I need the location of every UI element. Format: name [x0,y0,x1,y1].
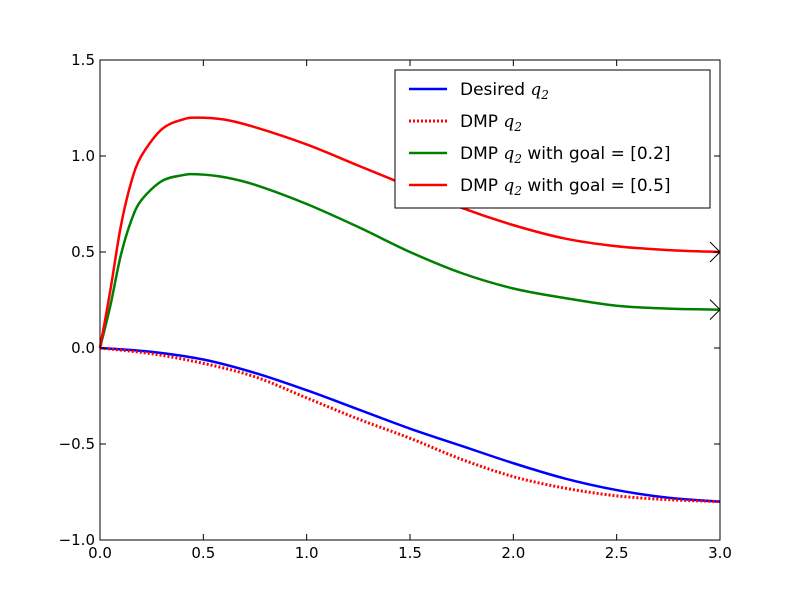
x-tick-label: 0.0 [88,544,112,562]
y-tick-label: −0.5 [59,435,95,453]
legend-label-math: q [503,176,514,196]
series-line-2 [99,346,721,504]
x-tick-label: 1.0 [295,544,319,562]
y-tick-label: −1.0 [59,531,95,549]
legend-label-subscript: 2 [513,152,522,166]
x-tick-label: 2.5 [605,544,629,562]
legend-label-4: DMP q2 with goal = [0.5] [460,176,671,198]
legend-label-math: q [530,80,541,100]
x-tick-label: 0.5 [191,544,215,562]
y-tick-label: 1.0 [71,147,95,165]
series-line-1 [99,346,721,503]
x-tick-label: 3.0 [708,544,732,562]
x-tick-label: 2.0 [501,544,525,562]
legend-box [394,69,711,209]
legend-label-subscript: 2 [513,120,522,134]
y-tick-label: 0.5 [71,243,95,261]
annotation-layer [709,241,721,320]
tick-layer: 0.0 0.5 1.0 1.5 2.0 2.5 3.0 −1.0 −0.5 0.0 0.5 1.0 1.… [59,51,732,562]
legend-label-prefix: DMP [460,176,503,196]
series-line-3 [98,172,721,349]
legend-label-prefix: DMP [460,112,503,132]
series-layer [98,116,721,504]
legend-label-math: q [503,144,514,164]
legend-label-math: q [503,112,514,132]
legend-label-1: Desired q2 [460,80,549,102]
legend-label-prefix: Desired [460,80,530,100]
y-tick-label: 0.0 [71,339,95,357]
legend-label-suffix: with goal = [0.5] [522,176,671,196]
y-tick-label: 1.5 [71,51,95,69]
x-tick-label: 1.5 [398,544,422,562]
legend-label-subscript: 2 [513,184,522,198]
series-line-4 [98,116,721,349]
legend-label-subscript: 2 [540,88,549,102]
legend-label-prefix: DMP [460,144,503,164]
legend-label-3: DMP q2 with goal = [0.2] [460,144,671,166]
legend-label-suffix: with goal = [0.2] [522,144,671,164]
legend-label-2: DMP q2 [460,112,522,134]
